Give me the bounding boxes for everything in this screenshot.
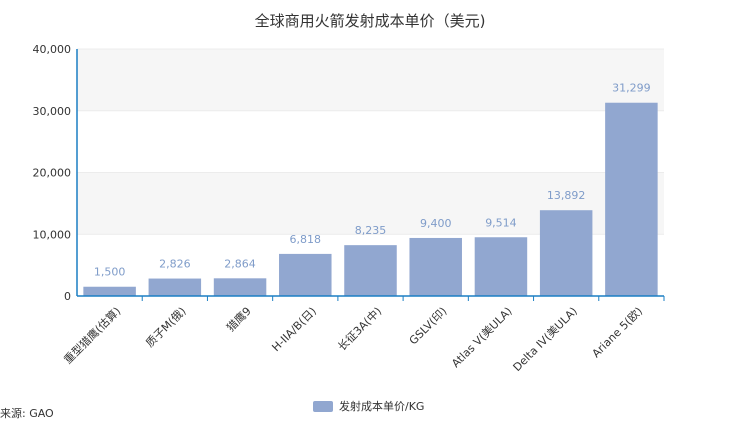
- data-label: 2,864: [224, 257, 256, 270]
- x-axis: 重型猎鹰(估算) 质子M(俄) 猎鹰9 H-IIA/B(日) 长征3A(中) GSLV(印…: [61, 295, 665, 374]
- x-tick-label: Atlas V(美ULA): [449, 305, 515, 371]
- data-label: 13,892: [547, 189, 586, 202]
- x-tick-label: Delta IV(美ULA): [511, 305, 580, 374]
- y-tick-label: 0: [64, 290, 71, 303]
- plot-band: [77, 49, 664, 111]
- bar: [539, 210, 593, 296]
- bar: [409, 237, 462, 296]
- plot-background: [77, 49, 664, 235]
- data-label: 6,818: [290, 233, 322, 246]
- y-tick-label: 40,000: [33, 43, 72, 56]
- bar: [213, 278, 267, 296]
- y-tick-label: 10,000: [33, 228, 72, 241]
- data-labels: 1,500 2,826 2,864 6,818 8,235 9,400 9,514 13,89…: [94, 82, 651, 279]
- bar: [474, 237, 528, 296]
- x-tick-label: GSLV(印): [407, 305, 450, 348]
- y-tick-label: 30,000: [33, 105, 72, 118]
- chart-title: 全球商用火箭发射成本单价（美元): [254, 12, 486, 30]
- data-label: 8,235: [355, 224, 387, 237]
- data-label: 31,299: [612, 82, 651, 95]
- legend-swatch: [313, 400, 333, 412]
- bars: [83, 102, 658, 297]
- x-tick-label: H-IIA/B(日): [269, 305, 319, 355]
- data-label: 2,826: [159, 258, 191, 271]
- source-note: 来源: GAO: [0, 407, 54, 420]
- bar: [605, 102, 658, 297]
- data-label: 9,400: [420, 217, 452, 230]
- y-axis: 0 10,000 20,000 30,000 40,000: [33, 43, 78, 303]
- data-label: 9,514: [485, 216, 517, 229]
- legend[interactable]: 发射成本单价/KG: [313, 398, 424, 414]
- data-label: 1,500: [94, 266, 126, 279]
- bar: [148, 278, 202, 296]
- y-tick-label: 20,000: [33, 167, 72, 180]
- x-tick-label: Ariane 5(欧): [590, 305, 646, 361]
- bar: [83, 286, 136, 296]
- x-tick-label: 猎鹰9: [223, 304, 253, 334]
- bar: [279, 253, 332, 296]
- bar: [344, 245, 397, 296]
- x-tick-label: 长征3A(中): [335, 305, 384, 354]
- legend-label: 发射成本单价/KG: [339, 400, 425, 413]
- x-tick-label: 质子M(俄): [143, 305, 188, 350]
- x-tick-label: 重型猎鹰(估算): [61, 304, 124, 367]
